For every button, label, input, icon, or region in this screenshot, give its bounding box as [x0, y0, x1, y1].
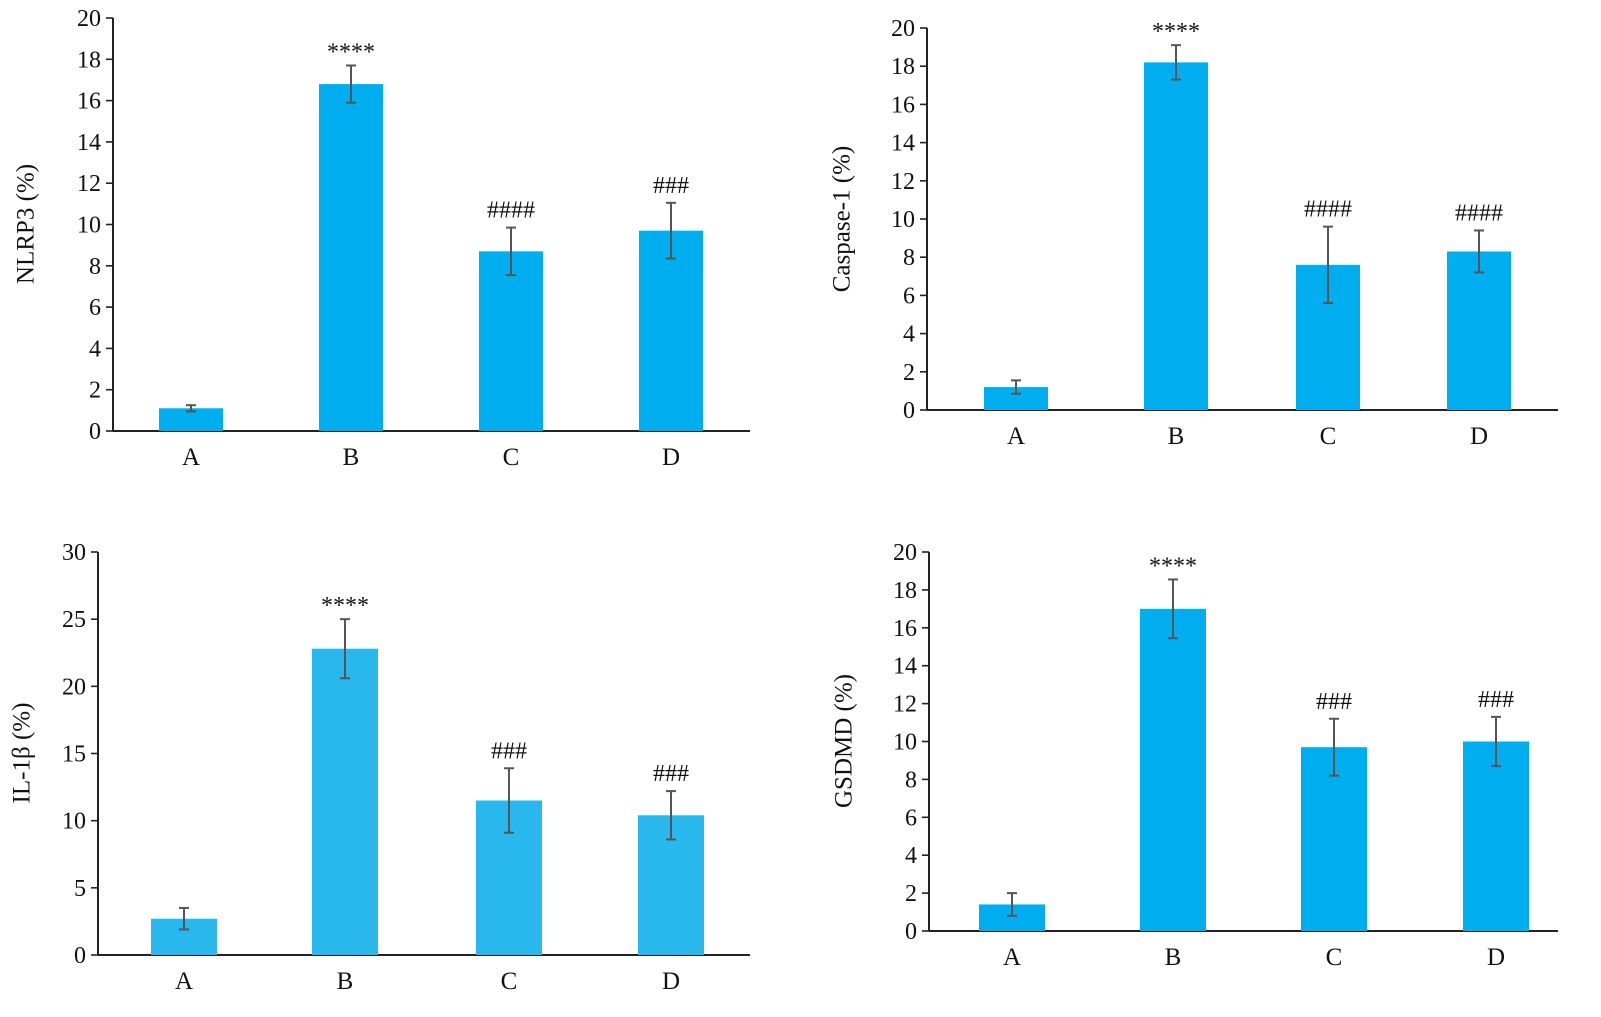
x-category-label: C: [503, 444, 520, 471]
x-category-label: D: [1470, 423, 1488, 450]
x-category-label: D: [662, 968, 680, 995]
y-tick-label: 8: [89, 254, 101, 280]
x-category-label: B: [1165, 944, 1182, 971]
y-tick-label: 10: [893, 730, 917, 756]
y-tick-label: 10: [62, 809, 86, 835]
significance-label: ###: [653, 173, 689, 199]
y-tick-label: 16: [893, 616, 917, 642]
significance-label: ###: [1316, 689, 1352, 715]
significance-label: ####: [487, 198, 535, 224]
significance-label: ****: [1149, 553, 1197, 579]
bar: [319, 84, 383, 431]
bar: [1301, 747, 1367, 931]
bar: [639, 230, 703, 431]
y-tick-label: 4: [903, 322, 915, 348]
y-tick-label: 2: [89, 378, 101, 404]
significance-label: ****: [327, 39, 375, 65]
gsdmd-chart-panel: 0 2 4 6 8 10 12 14 16 18 20 GSDMD (%) A **** B ### C ### D: [831, 540, 1558, 971]
bar: [1447, 251, 1511, 410]
y-tick-label: 4: [89, 336, 101, 362]
bar: [312, 648, 378, 955]
x-category-label: B: [343, 444, 360, 471]
x-category-label: C: [1326, 944, 1343, 971]
bar: [1144, 62, 1208, 410]
significance-label: ****: [321, 593, 369, 619]
y-tick-label: 16: [891, 92, 915, 118]
y-tick-label: 20: [893, 540, 917, 566]
y-tick-label: 12: [891, 169, 915, 195]
y-axis-label: Caspase-1 (%): [829, 146, 856, 292]
y-tick-label: 5: [74, 876, 86, 902]
y-axis-label: IL-1β (%): [9, 703, 36, 804]
x-category-label: D: [662, 444, 680, 471]
y-tick-label: 10: [77, 213, 101, 239]
bar: [1463, 741, 1529, 931]
y-tick-label: 30: [62, 540, 86, 566]
x-category-label: C: [501, 968, 518, 995]
y-tick-label: 18: [77, 47, 101, 73]
bar: [159, 408, 223, 431]
bar: [1140, 608, 1206, 931]
y-tick-label: 8: [905, 767, 917, 793]
y-tick-label: 2: [905, 881, 917, 907]
significance-label: ###: [653, 761, 689, 787]
y-tick-label: 16: [77, 89, 101, 115]
y-tick-label: 25: [62, 607, 86, 633]
y-tick-label: 12: [893, 692, 917, 718]
x-category-label: B: [337, 968, 354, 995]
y-tick-label: 6: [903, 283, 915, 309]
y-tick-label: 15: [62, 742, 86, 768]
y-tick-label: 18: [893, 578, 917, 604]
bar: [479, 251, 543, 431]
significance-label: ****: [1152, 19, 1200, 45]
significance-label: ###: [1478, 687, 1514, 713]
y-tick-label: 12: [77, 171, 101, 197]
y-tick-label: 20: [62, 674, 86, 700]
significance-label: ####: [1455, 200, 1503, 226]
x-category-label: A: [1007, 423, 1025, 450]
significance-label: ####: [1304, 197, 1352, 223]
y-tick-label: 20: [77, 6, 101, 32]
x-category-label: D: [1487, 944, 1505, 971]
caspase1-chart-panel: 0 2 4 6 8 10 12 14 16 18 20 Caspase-1 (%) A **** B ####…: [829, 16, 1558, 450]
y-tick-label: 10: [891, 207, 915, 233]
y-axis-label: NLRP3 (%): [13, 164, 40, 284]
y-tick-label: 0: [905, 919, 917, 945]
y-tick-label: 0: [903, 398, 915, 424]
y-tick-label: 14: [77, 130, 101, 156]
il1b-chart-panel: 0 5 10 15 20 25 30 IL-1β (%) A **** B ### C ### D: [9, 540, 750, 995]
x-category-label: A: [182, 444, 200, 471]
y-tick-label: 0: [89, 419, 101, 445]
y-axis-label: GSDMD (%): [831, 674, 858, 808]
y-tick-label: 14: [893, 654, 917, 680]
x-category-label: A: [1003, 944, 1021, 971]
x-category-label: C: [1320, 423, 1337, 450]
x-category-label: B: [1168, 423, 1185, 450]
y-tick-label: 6: [89, 295, 101, 321]
x-category-label: A: [175, 968, 193, 995]
nlrp3-chart-panel: 0 2 4 6 8 10 12 14 16 18 20 NLRP3 (%) A **** B #### C ###…: [13, 6, 750, 471]
y-tick-label: 20: [891, 16, 915, 42]
y-tick-label: 2: [903, 360, 915, 386]
bar: [984, 387, 1048, 410]
y-tick-label: 0: [74, 943, 86, 969]
significance-label: ###: [491, 738, 527, 764]
y-tick-label: 14: [891, 131, 915, 157]
y-tick-label: 6: [905, 805, 917, 831]
y-tick-label: 4: [905, 843, 917, 869]
y-tick-label: 8: [903, 245, 915, 271]
y-tick-label: 18: [891, 54, 915, 80]
